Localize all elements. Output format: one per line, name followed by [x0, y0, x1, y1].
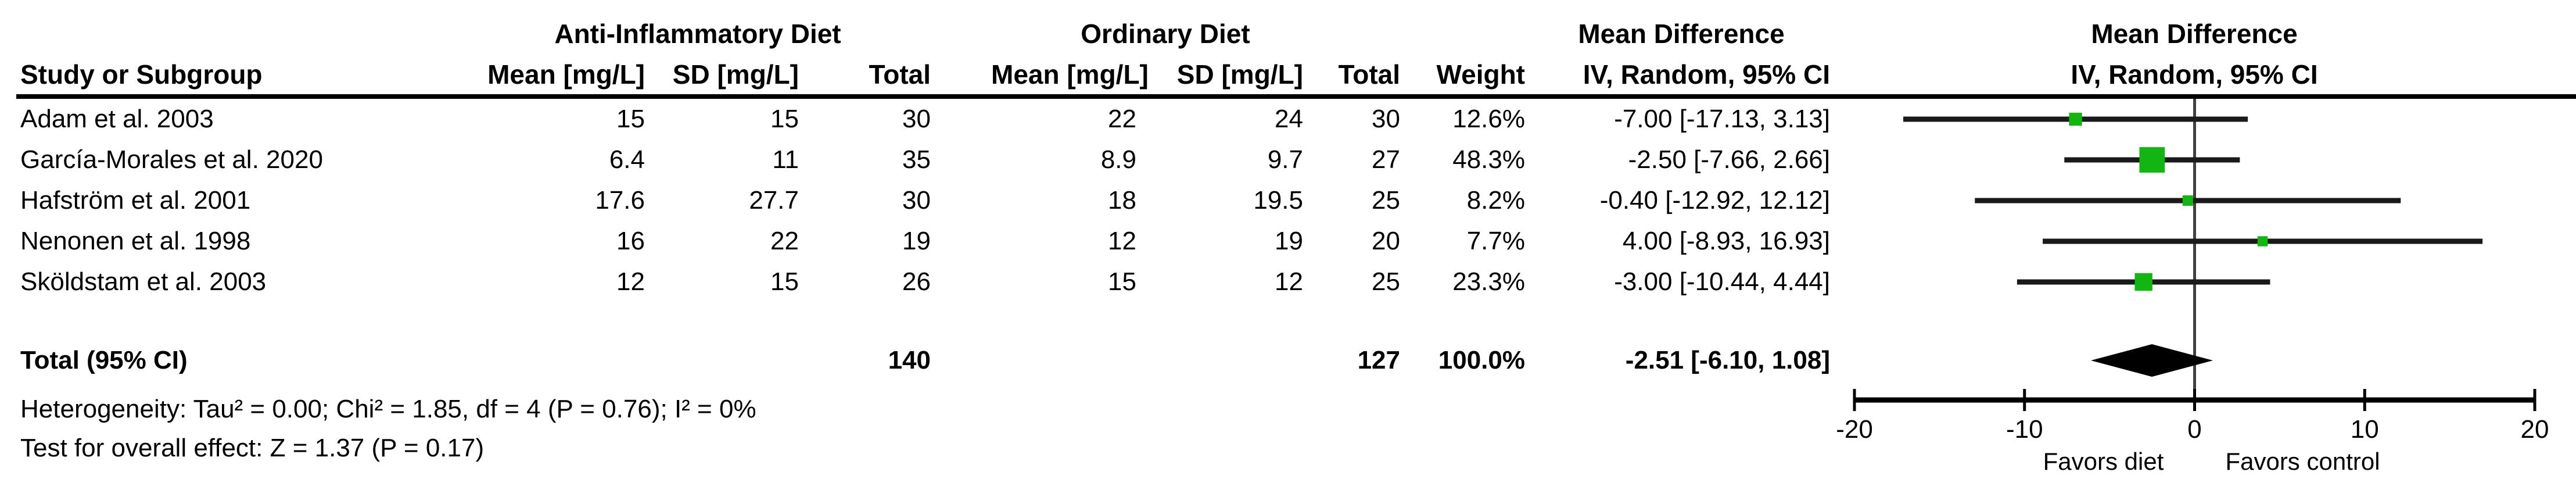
study-name-cell: Adam et al. 2003: [20, 105, 214, 133]
diet-mean-cell: 6.4: [609, 145, 645, 174]
ci-text-cell: -7.00 [-17.13, 3.13]: [1614, 105, 1830, 133]
col-header-mean2: Mean [mg/L]: [991, 59, 1149, 90]
tick-label: -20: [1836, 415, 1873, 444]
diet-total-cell: 30: [902, 186, 931, 215]
control-mean-cell: 18: [1108, 186, 1136, 215]
tick-label: -10: [2006, 415, 2043, 444]
effect-square: [2134, 273, 2152, 291]
study-name-cell: García-Morales et al. 2020: [20, 145, 323, 174]
study-row: Sköldstam et al. 2003 12 15 26 15 12 25 23.3% -3…: [0, 262, 2576, 302]
total1-cell: 140: [888, 346, 931, 374]
ci-text-cell: 4.00 [-8.93, 16.93]: [1622, 227, 1830, 255]
study-name-cell: Hafström et al. 2001: [20, 186, 251, 215]
weight-cell: 8.2%: [1466, 186, 1525, 215]
study-name-cell: Nenonen et al. 1998: [20, 227, 251, 255]
diet-mean-cell: 15: [616, 105, 645, 133]
heterogeneity-note: Heterogeneity: Tau² = 0.00; Chi² = 1.85,…: [20, 395, 756, 423]
effect-square: [2182, 195, 2193, 206]
tick-label: 20: [2521, 415, 2549, 444]
diet-total-cell: 35: [902, 145, 931, 174]
summary-diamond: [2090, 344, 2213, 377]
study-row: Nenonen et al. 1998 16 22 19 12 19 20 7.7% 4.00 …: [0, 221, 2576, 262]
diet-mean-cell: 12: [616, 267, 645, 296]
control-mean-cell: 22: [1108, 105, 1136, 133]
diet-mean-cell: 17.6: [595, 186, 645, 215]
diet-total-cell: 30: [902, 105, 931, 133]
tick-label: 10: [2351, 415, 2379, 444]
ci-text-cell: -0.40 [-12.92, 12.12]: [1599, 186, 1830, 215]
weight-cell: 23.3%: [1452, 267, 1525, 296]
col-header-sd1: SD [mg/L]: [672, 59, 799, 90]
tick-label: 0: [2187, 415, 2201, 444]
overall-effect-note: Test for overall effect: Z = 1.37 (P = 0…: [20, 434, 485, 462]
control-sd-cell: 19.5: [1253, 186, 1303, 215]
control-total-cell: 25: [1372, 267, 1400, 296]
effect-square: [2069, 112, 2082, 126]
group2-header: Ordinary Diet: [1081, 19, 1250, 49]
col-header-ci-text: IV, Random, 95% CI: [1583, 59, 1830, 90]
control-sd-cell: 9.7: [1267, 145, 1303, 174]
study-name-cell: Sköldstam et al. 2003: [20, 267, 267, 296]
effect-square: [2139, 147, 2165, 173]
forest-plot-canvas: -20 -10 0 10 20 Favors diet Favors control: [1836, 99, 2549, 475]
col-header-ci-plot: IV, Random, 95% CI: [2071, 59, 2318, 90]
header-divider: [16, 94, 2576, 99]
diet-sd-cell: 11: [772, 145, 799, 174]
control-total-cell: 20: [1372, 227, 1400, 255]
ci-text-cell: -2.50 [-7.66, 2.66]: [1628, 145, 1830, 174]
control-sd-cell: 24: [1275, 105, 1303, 133]
control-mean-cell: 12: [1108, 227, 1136, 255]
group1-header: Anti-Inflammatory Diet: [554, 19, 841, 49]
control-sd-cell: 19: [1275, 227, 1303, 255]
weight-cell: 12.6%: [1452, 105, 1525, 133]
control-mean-cell: 8.9: [1100, 145, 1136, 174]
diet-sd-cell: 15: [770, 105, 799, 133]
diet-sd-cell: 22: [770, 227, 799, 255]
study-row: Hafström et al. 2001 17.6 27.7 30 18 19.5 25 8.…: [0, 180, 2576, 221]
control-total-cell: 30: [1372, 105, 1400, 133]
col-header-total2: Total: [1338, 59, 1400, 90]
ci-text-cell: -3.00 [-10.44, 4.44]: [1614, 267, 1830, 296]
col-header-weight: Weight: [1436, 59, 1525, 90]
control-total-cell: 25: [1372, 186, 1400, 215]
diet-total-cell: 19: [902, 227, 931, 255]
total-label-cell: Total (95% CI): [20, 346, 188, 374]
total-ci-cell: -2.51 [-6.10, 1.08]: [1625, 346, 1830, 374]
diet-sd-cell: 27.7: [749, 186, 799, 215]
favors-left-label: Favors diet: [2043, 448, 2164, 475]
study-row: García-Morales et al. 2020 6.4 11 35 8.9 9.7 2…: [0, 140, 2576, 180]
control-sd-cell: 12: [1275, 267, 1303, 296]
study-row: Adam et al. 2003 15 15 30 22 24 30 12.6% -7.00 […: [0, 99, 2576, 140]
col-header-study: Study or Subgroup: [20, 59, 263, 90]
control-total-cell: 27: [1372, 145, 1400, 174]
weight-cell: 7.7%: [1466, 227, 1525, 255]
col-header-sd2: SD [mg/L]: [1176, 59, 1303, 90]
weight-cell: 48.3%: [1452, 145, 1525, 174]
diet-sd-cell: 15: [770, 267, 799, 296]
mean-difference-plot-header: Mean Difference: [2091, 19, 2298, 49]
total-weight-cell: 100.0%: [1438, 346, 1525, 374]
favors-right-label: Favors control: [2225, 448, 2380, 475]
col-header-total1: Total: [869, 59, 931, 90]
diet-total-cell: 26: [902, 267, 931, 296]
total2-cell: 127: [1357, 346, 1400, 374]
mean-difference-text-header: Mean Difference: [1578, 19, 1785, 49]
col-header-mean1: Mean [mg/L]: [487, 59, 645, 90]
total-row: Total (95% CI) 140 127 100.0% -2.51 [-6.…: [0, 340, 2576, 381]
effect-square: [2257, 236, 2268, 247]
control-mean-cell: 15: [1108, 267, 1136, 296]
diet-mean-cell: 16: [616, 227, 645, 255]
